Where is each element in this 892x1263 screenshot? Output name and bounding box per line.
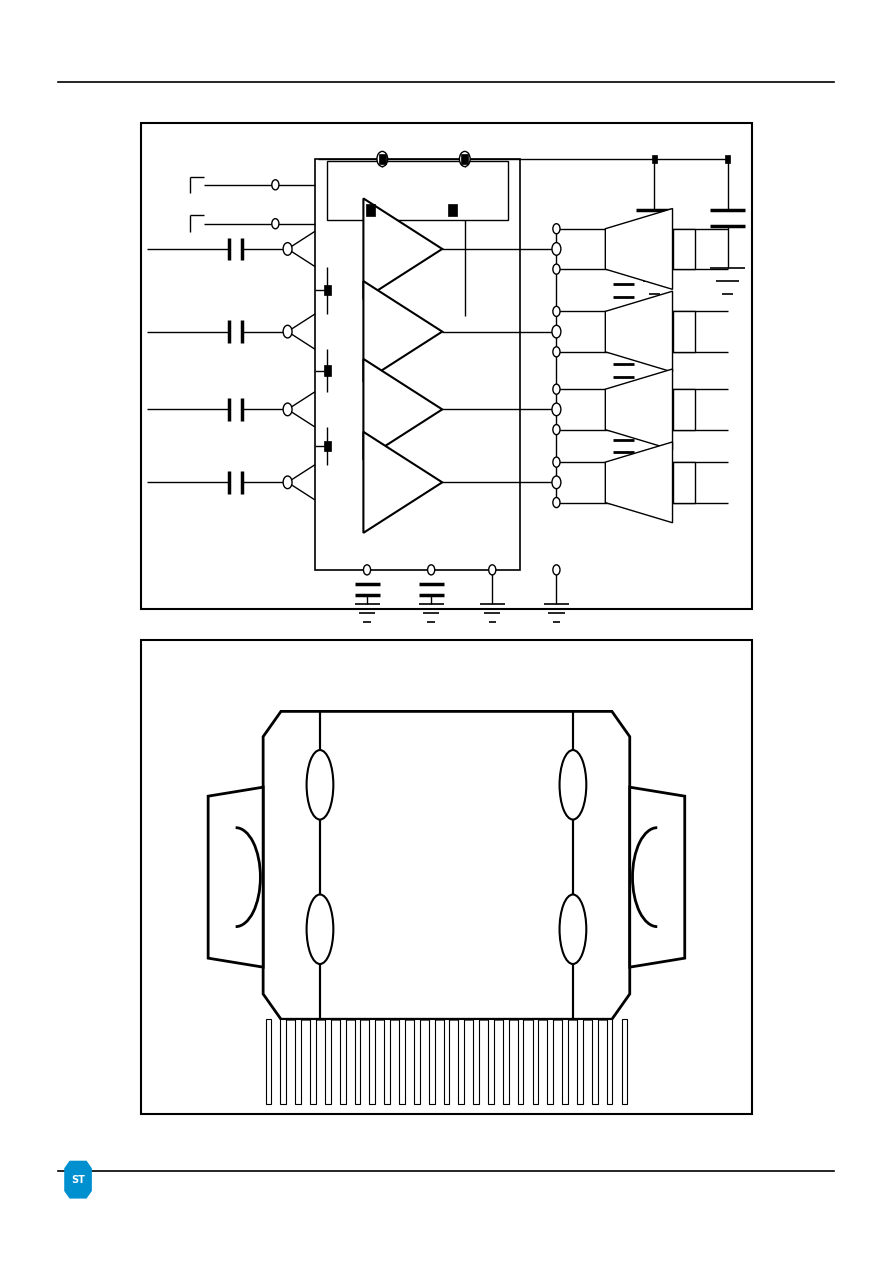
Bar [725, 155, 731, 163]
Circle shape [552, 403, 561, 416]
Bar [503, 1019, 508, 1104]
Text: ST: ST [71, 1175, 85, 1185]
Circle shape [489, 565, 496, 575]
Circle shape [283, 403, 292, 416]
Bar [673, 312, 695, 352]
Ellipse shape [559, 750, 586, 820]
Bar [607, 1019, 613, 1104]
Circle shape [552, 476, 561, 489]
Bar [448, 203, 457, 216]
Polygon shape [64, 1161, 92, 1199]
Bar [474, 1019, 479, 1104]
Circle shape [283, 326, 292, 338]
Bar [141, 123, 752, 609]
Circle shape [272, 179, 279, 189]
Bar [310, 1019, 316, 1104]
Polygon shape [363, 198, 442, 299]
Polygon shape [363, 359, 442, 460]
Circle shape [272, 218, 279, 229]
Bar [592, 1019, 598, 1104]
Bar [325, 1019, 331, 1104]
Bar [340, 1019, 345, 1104]
Polygon shape [606, 208, 673, 289]
Bar [673, 462, 695, 503]
Ellipse shape [307, 894, 334, 964]
Ellipse shape [307, 750, 334, 820]
Bar [280, 1019, 286, 1104]
Polygon shape [363, 282, 442, 383]
Polygon shape [606, 292, 673, 373]
Bar [141, 640, 752, 1114]
Circle shape [553, 307, 560, 317]
Circle shape [363, 565, 370, 575]
Circle shape [552, 326, 561, 338]
Bar [384, 1019, 390, 1104]
Circle shape [553, 565, 560, 575]
Polygon shape [606, 442, 673, 523]
Bar [517, 1019, 524, 1104]
Bar [443, 1019, 450, 1104]
Bar [458, 1019, 464, 1104]
Polygon shape [263, 711, 630, 1019]
Bar [315, 159, 520, 570]
Circle shape [553, 347, 560, 357]
Circle shape [553, 264, 560, 274]
Ellipse shape [559, 894, 586, 964]
Bar [622, 1019, 627, 1104]
Bar [533, 1019, 539, 1104]
Polygon shape [606, 369, 673, 450]
Bar [355, 1019, 360, 1104]
Bar [324, 285, 331, 296]
Polygon shape [363, 432, 442, 533]
Polygon shape [630, 787, 685, 967]
Bar [577, 1019, 582, 1104]
Bar [651, 155, 657, 163]
Bar [429, 1019, 434, 1104]
Bar [461, 154, 468, 164]
Polygon shape [208, 787, 263, 967]
Circle shape [427, 565, 434, 575]
Bar [673, 229, 695, 269]
Bar [562, 1019, 568, 1104]
Bar [414, 1019, 420, 1104]
Bar [366, 203, 375, 216]
Bar [324, 441, 331, 451]
Bar [295, 1019, 301, 1104]
Circle shape [553, 424, 560, 434]
Circle shape [377, 152, 388, 167]
Bar [399, 1019, 405, 1104]
Bar [327, 162, 508, 220]
Circle shape [283, 476, 292, 489]
Circle shape [459, 152, 470, 167]
Circle shape [283, 242, 292, 255]
Bar [369, 1019, 376, 1104]
Bar [673, 389, 695, 429]
Bar [266, 1019, 271, 1104]
Circle shape [553, 457, 560, 467]
Circle shape [553, 224, 560, 234]
Bar [324, 365, 331, 375]
Circle shape [553, 384, 560, 394]
Circle shape [553, 498, 560, 508]
Bar [548, 1019, 553, 1104]
Circle shape [552, 242, 561, 255]
Bar [379, 154, 386, 164]
Bar [488, 1019, 494, 1104]
